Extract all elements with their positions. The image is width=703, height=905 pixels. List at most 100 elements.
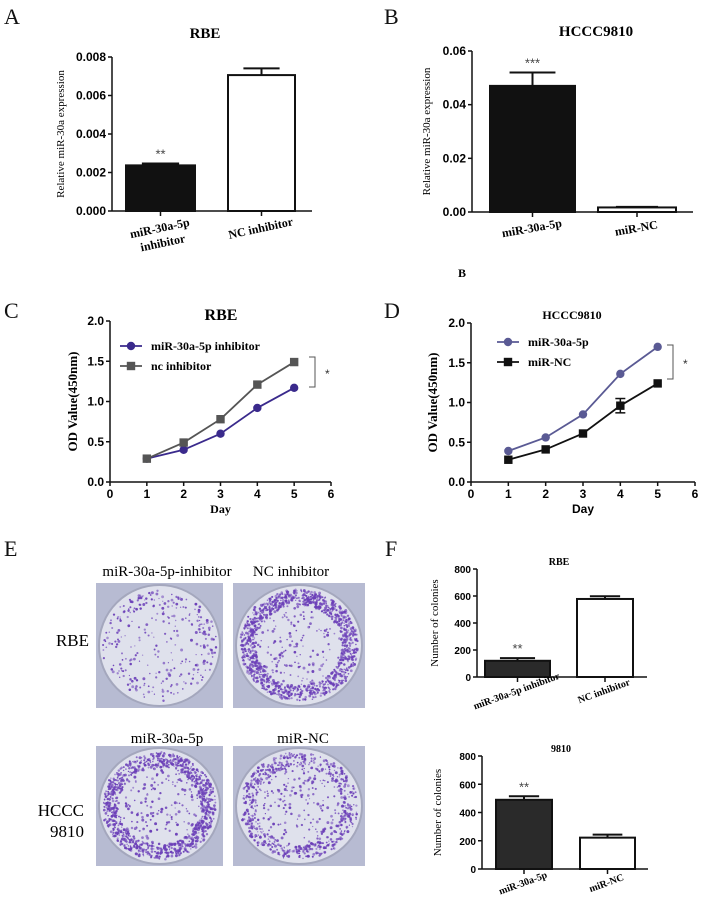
colony: [272, 671, 274, 674]
colony: [160, 781, 164, 785]
colony: [137, 766, 140, 768]
colony: [298, 855, 301, 859]
colony: [200, 623, 203, 626]
colony: [246, 627, 249, 630]
colony: [250, 805, 253, 809]
colony: [259, 780, 262, 783]
colony: [281, 655, 284, 658]
colony: [344, 669, 347, 672]
colony: [336, 804, 339, 807]
data-point: [504, 455, 513, 464]
colony: [254, 641, 258, 644]
colony: [117, 638, 119, 641]
colony: [312, 793, 315, 796]
category-label: miR-NC: [588, 872, 626, 895]
colony: [134, 852, 138, 856]
colony: [346, 648, 349, 652]
colony: [255, 821, 257, 823]
series-line: [508, 382, 659, 461]
colony: [188, 840, 191, 843]
colony: [136, 599, 139, 602]
colony: [195, 768, 199, 772]
colony: [299, 847, 303, 851]
colony: [118, 663, 122, 666]
colony: [250, 775, 253, 778]
colony: [281, 849, 284, 852]
colony: [208, 668, 211, 671]
colony: [166, 813, 169, 816]
colony: [304, 695, 307, 699]
panel-label-f: F: [385, 536, 397, 561]
colony: [125, 832, 128, 835]
colony: [125, 847, 128, 850]
colony: [313, 777, 317, 781]
colony: [285, 760, 289, 763]
plate-header-nc-inhibitor: NC inhibitor: [253, 564, 329, 580]
colony: [315, 595, 319, 599]
colony: [356, 814, 358, 816]
colony: [122, 833, 125, 836]
colony: [270, 682, 273, 685]
colony: [260, 789, 262, 792]
colony: [255, 671, 259, 675]
colony: [109, 808, 113, 811]
colony: [138, 660, 141, 662]
colony: [335, 674, 338, 677]
colony: [251, 795, 255, 798]
colony: [199, 787, 203, 791]
colony: [246, 810, 249, 813]
colony: [106, 798, 109, 801]
colony: [131, 771, 134, 775]
category-label: NC inhibitor: [227, 214, 295, 241]
colony: [166, 641, 168, 643]
colony: [210, 648, 213, 652]
colony: [347, 660, 349, 663]
colony: [258, 788, 261, 791]
colony: [263, 613, 266, 617]
colony: [262, 763, 265, 766]
colony: [312, 754, 315, 756]
colony: [316, 831, 318, 833]
y-axis-label: OD Value(450nm): [65, 351, 80, 451]
colony: [335, 685, 338, 688]
colony: [333, 795, 336, 798]
colony: [289, 793, 292, 797]
colony: [254, 657, 256, 660]
colony: [181, 768, 185, 771]
colony: [254, 610, 257, 613]
colony: [350, 622, 353, 625]
colony: [129, 662, 132, 666]
colony: [142, 852, 145, 854]
colony: [340, 819, 344, 822]
colony: [176, 691, 179, 694]
colony: [309, 593, 312, 596]
colony: [303, 599, 306, 602]
colony: [184, 606, 187, 609]
colony: [205, 833, 209, 836]
colony: [157, 784, 159, 786]
colony: [115, 799, 118, 802]
colony: [102, 643, 105, 647]
colony: [318, 843, 321, 845]
colony: [249, 629, 253, 633]
colony: [112, 829, 115, 832]
colony: [244, 801, 247, 805]
colony: [340, 823, 343, 827]
colony: [337, 623, 341, 626]
colony: [186, 829, 188, 831]
colony: [127, 807, 130, 811]
colony: [279, 767, 281, 770]
colony: [149, 761, 152, 764]
x-tick-label: 3: [217, 487, 224, 501]
colony: [135, 685, 138, 688]
colony: [126, 843, 128, 846]
colony: [278, 659, 280, 662]
colony: [210, 637, 214, 641]
bar: [579, 836, 636, 871]
colony: [341, 670, 344, 673]
colony: [320, 682, 322, 685]
colony: [270, 681, 272, 683]
colony: [348, 656, 352, 659]
colony: [186, 837, 189, 839]
